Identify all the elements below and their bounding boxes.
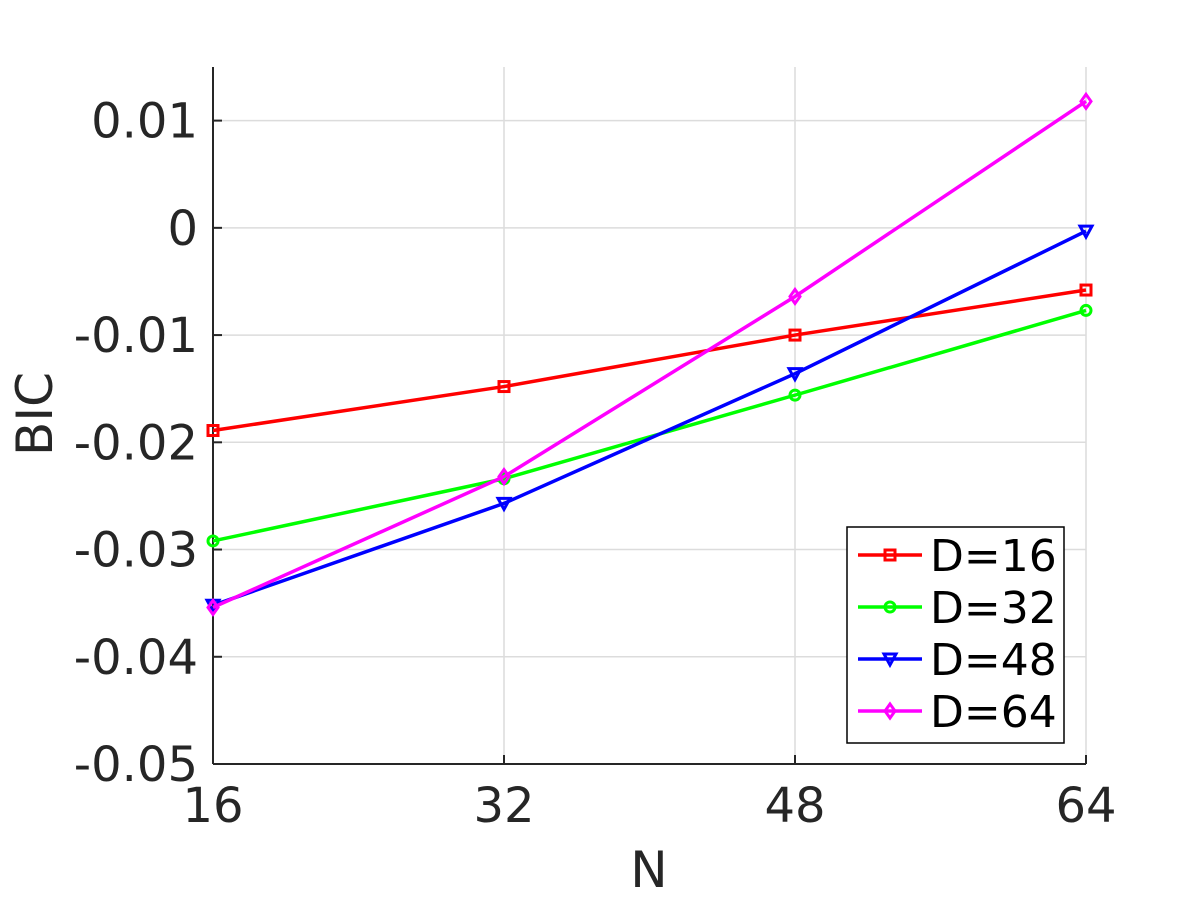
data-point xyxy=(788,286,802,307)
legend-item: D=16 xyxy=(858,531,1057,582)
series-line xyxy=(212,229,1087,607)
x-axis-label: N xyxy=(630,841,667,899)
series-line xyxy=(212,288,1087,433)
legend-item: D=64 xyxy=(858,687,1057,738)
y-tick-label: 0.01 xyxy=(91,94,198,150)
y-tick-label: 0 xyxy=(167,201,198,257)
legend: D=16D=32D=48D=64 xyxy=(846,526,1065,744)
series-line xyxy=(212,99,1087,610)
legend-marker xyxy=(883,600,897,614)
x-tick-label: 32 xyxy=(473,778,534,834)
y-tick-label: -0.05 xyxy=(74,737,198,793)
data-point xyxy=(1079,303,1093,317)
x-tick-label: 48 xyxy=(764,778,825,834)
data-point xyxy=(788,388,802,402)
legend-marker xyxy=(883,548,897,562)
series-d-64 xyxy=(206,91,1093,618)
data-point xyxy=(1079,91,1093,111)
series-d-16 xyxy=(206,283,1093,438)
y-axis-label: BIC xyxy=(6,372,64,456)
legend-item: D=32 xyxy=(858,583,1057,634)
data-point xyxy=(497,467,511,487)
data-point xyxy=(1079,283,1093,297)
legend-marker xyxy=(881,652,899,669)
x-tick-label: 16 xyxy=(182,778,243,834)
series-d-32 xyxy=(206,303,1093,548)
data-point xyxy=(497,380,511,394)
legend-label: D=48 xyxy=(930,635,1057,686)
x-tick-label: 64 xyxy=(1055,778,1116,834)
series-group xyxy=(204,91,1095,618)
data-point xyxy=(206,597,220,618)
legend-label: D=16 xyxy=(930,531,1057,582)
data-point xyxy=(786,367,804,383)
data-point xyxy=(495,496,513,513)
data-point xyxy=(206,534,220,548)
legend-marker xyxy=(883,701,897,721)
legend-item: D=48 xyxy=(858,635,1057,686)
legend-label: D=32 xyxy=(930,583,1057,634)
axes xyxy=(212,67,1087,765)
y-tick-label: -0.02 xyxy=(74,415,198,471)
series-line xyxy=(212,308,1087,543)
y-tick-label: -0.01 xyxy=(74,308,198,364)
y-tick-label: -0.03 xyxy=(74,523,198,579)
data-point xyxy=(1077,224,1095,241)
y-tick-label: -0.04 xyxy=(74,630,198,686)
legend-box xyxy=(846,526,1065,744)
tick-labels: -0.05 -0.04 -0.03 -0.02 -0.01 0 0.01 16 32 48 64 xyxy=(74,94,1117,834)
legend-label: D=64 xyxy=(930,687,1057,738)
data-point xyxy=(788,328,802,342)
data-point xyxy=(206,424,220,438)
